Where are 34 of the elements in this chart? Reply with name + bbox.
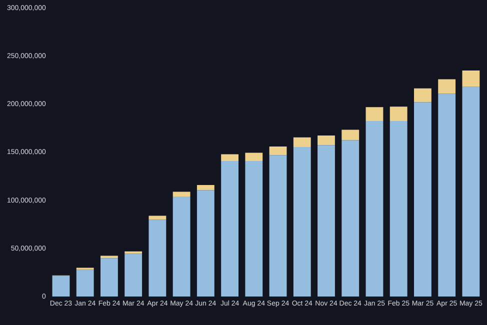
bar xyxy=(172,192,190,197)
bar xyxy=(342,140,360,297)
bar xyxy=(342,130,360,140)
bar xyxy=(196,190,214,297)
bar xyxy=(172,196,190,297)
bar xyxy=(366,107,384,122)
bar xyxy=(100,258,118,297)
bar xyxy=(390,106,408,122)
bar xyxy=(438,79,456,94)
bar xyxy=(196,185,214,190)
bar xyxy=(462,70,480,87)
bar xyxy=(221,154,239,161)
bar xyxy=(293,147,311,297)
bar xyxy=(318,135,335,146)
bar xyxy=(52,276,70,297)
bar xyxy=(124,254,142,297)
bar xyxy=(269,146,287,156)
bar xyxy=(100,256,118,258)
bar xyxy=(318,145,335,297)
bar xyxy=(293,137,311,148)
bar xyxy=(245,152,263,161)
bar xyxy=(245,160,263,297)
bar xyxy=(390,121,408,297)
bar xyxy=(414,102,432,297)
bar xyxy=(124,251,142,254)
bar xyxy=(148,216,166,220)
bar xyxy=(462,86,480,297)
bar xyxy=(221,160,239,297)
bar xyxy=(438,94,456,297)
bar xyxy=(148,220,166,297)
bar xyxy=(414,88,432,102)
bar xyxy=(366,121,384,297)
bar xyxy=(269,155,287,297)
bar xyxy=(76,270,94,297)
